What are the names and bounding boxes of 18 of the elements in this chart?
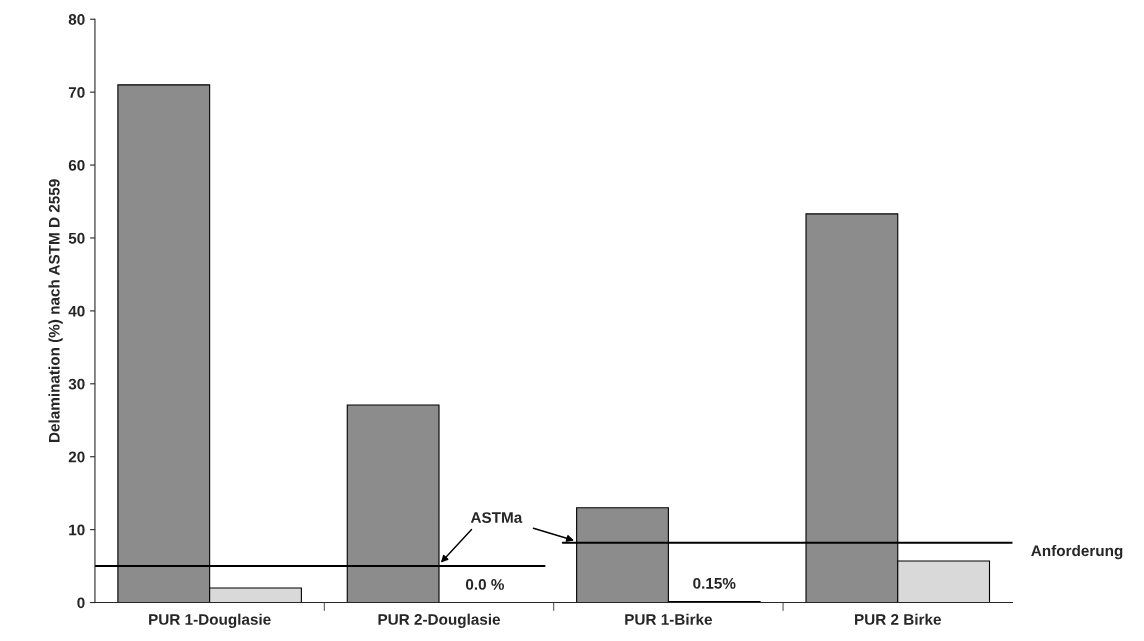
x-tick-label: PUR 2 Birke	[855, 613, 941, 625]
x-tick-label: PUR 1-Douglasie	[149, 613, 271, 628]
y-tick-label: 80	[68, 14, 85, 25]
y-tick-label: 30	[68, 378, 85, 390]
y-tick-label: 40	[68, 305, 85, 317]
annotation: ASTMa	[470, 512, 523, 523]
y-tick-label: 70	[68, 87, 85, 98]
y-tick-label: 0	[77, 597, 85, 609]
y-axis-title: Delamination (%) nach ASTM D 2559	[48, 179, 63, 442]
x-tick-label: PUR 2-Douglasie	[378, 613, 501, 628]
y-tick-label: 50	[68, 232, 85, 244]
data-label: 0.0 %	[465, 579, 505, 590]
y-tick-label: 20	[68, 451, 85, 463]
x-tick-label: PUR 1-Birke	[625, 613, 713, 625]
y-tick-label: 60	[68, 159, 85, 171]
data-label: 0.15%	[693, 577, 736, 589]
ref-line-label: Anforderung	[1031, 544, 1123, 560]
y-tick-label: 10	[69, 524, 85, 536]
